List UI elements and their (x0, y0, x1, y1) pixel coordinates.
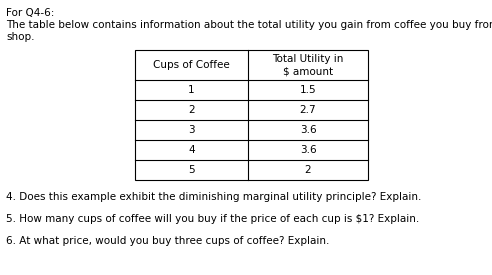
Text: Cups of Coffee: Cups of Coffee (153, 60, 230, 70)
Text: 5: 5 (188, 165, 195, 175)
Text: 1.5: 1.5 (300, 85, 316, 95)
Text: 3.6: 3.6 (300, 125, 316, 135)
Text: 2.7: 2.7 (300, 105, 316, 115)
Text: 6. At what price, would you buy three cups of coffee? Explain.: 6. At what price, would you buy three cu… (6, 236, 329, 246)
Text: $ amount: $ amount (283, 66, 333, 76)
Text: shop.: shop. (6, 32, 34, 42)
Text: The table below contains information about the total utility you gain from coffe: The table below contains information abo… (6, 20, 492, 30)
Text: 4: 4 (188, 145, 195, 155)
Text: 4. Does this example exhibit the diminishing marginal utility principle? Explain: 4. Does this example exhibit the diminis… (6, 192, 421, 202)
Text: 2: 2 (305, 165, 311, 175)
Text: 2: 2 (188, 105, 195, 115)
Bar (135, 50, 368, 180)
Text: For Q4-6:: For Q4-6: (6, 8, 55, 18)
Text: 1: 1 (188, 85, 195, 95)
Text: 3.6: 3.6 (300, 145, 316, 155)
Text: Total Utility in: Total Utility in (272, 54, 344, 64)
Text: 5. How many cups of coffee will you buy if the price of each cup is $1? Explain.: 5. How many cups of coffee will you buy … (6, 214, 419, 224)
Text: 3: 3 (188, 125, 195, 135)
